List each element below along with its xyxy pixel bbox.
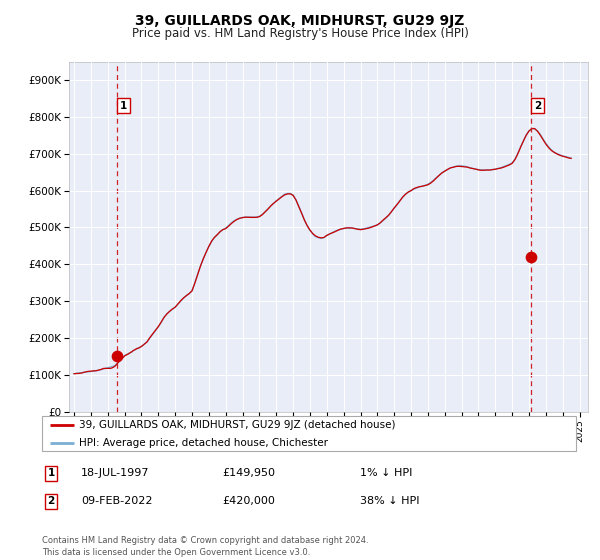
Text: 1: 1 xyxy=(120,101,127,111)
Text: Price paid vs. HM Land Registry's House Price Index (HPI): Price paid vs. HM Land Registry's House … xyxy=(131,27,469,40)
Text: 2: 2 xyxy=(47,496,55,506)
Text: HPI: Average price, detached house, Chichester: HPI: Average price, detached house, Chic… xyxy=(79,438,328,448)
Text: £149,950: £149,950 xyxy=(222,468,275,478)
Point xyxy=(112,352,122,361)
Text: 1: 1 xyxy=(47,468,55,478)
Text: 09-FEB-2022: 09-FEB-2022 xyxy=(81,496,152,506)
Text: £420,000: £420,000 xyxy=(222,496,275,506)
Text: 39, GUILLARDS OAK, MIDHURST, GU29 9JZ: 39, GUILLARDS OAK, MIDHURST, GU29 9JZ xyxy=(136,14,464,28)
Text: 18-JUL-1997: 18-JUL-1997 xyxy=(81,468,149,478)
Point xyxy=(526,253,536,262)
Text: Contains HM Land Registry data © Crown copyright and database right 2024.
This d: Contains HM Land Registry data © Crown c… xyxy=(42,536,368,557)
Text: 2: 2 xyxy=(534,101,541,111)
Text: 39, GUILLARDS OAK, MIDHURST, GU29 9JZ (detached house): 39, GUILLARDS OAK, MIDHURST, GU29 9JZ (d… xyxy=(79,421,396,431)
Text: 1% ↓ HPI: 1% ↓ HPI xyxy=(360,468,412,478)
Text: 38% ↓ HPI: 38% ↓ HPI xyxy=(360,496,419,506)
